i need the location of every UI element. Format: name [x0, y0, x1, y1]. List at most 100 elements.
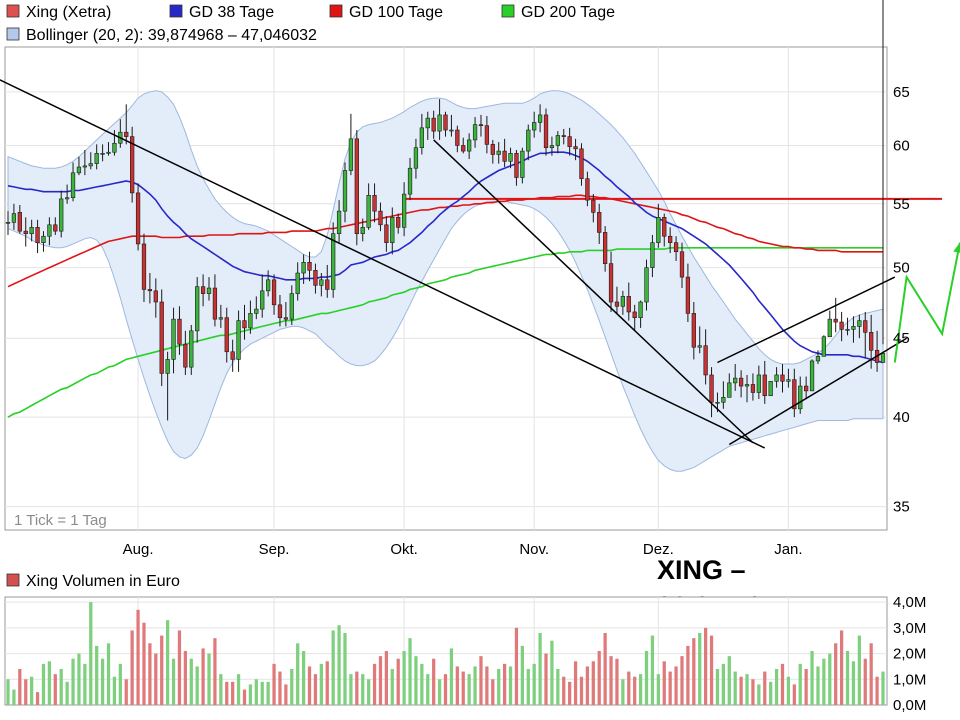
candle-body — [206, 287, 212, 294]
volume-bar — [319, 663, 323, 705]
bollinger-band-area — [7, 90, 884, 472]
candle-body — [869, 332, 874, 351]
candle-body — [112, 142, 117, 153]
trend-line — [728, 337, 908, 446]
volume-bar — [95, 645, 99, 705]
candle-body — [502, 150, 507, 162]
candle-body — [691, 313, 696, 348]
volume-bar — [603, 633, 607, 705]
candle-body — [106, 151, 111, 154]
volume-bar — [71, 658, 75, 705]
candle-body — [543, 114, 549, 149]
candle-body — [319, 279, 324, 286]
volume-bar — [231, 681, 235, 705]
candle-body — [236, 320, 241, 360]
volume-bar — [154, 653, 158, 705]
volume-bar — [53, 674, 57, 705]
candle-body — [774, 374, 779, 382]
volume-bar — [136, 609, 140, 705]
candle-body — [88, 163, 93, 167]
candle-body — [738, 377, 744, 387]
volume-bar — [591, 661, 595, 705]
candle-body — [372, 195, 377, 212]
candle-body — [165, 359, 170, 374]
gd38-line — [7, 151, 884, 364]
candle-body — [490, 144, 495, 155]
price-tick-label: 65 — [893, 84, 910, 101]
candle-body — [242, 320, 247, 329]
candle-body — [124, 131, 129, 137]
candle-body — [271, 279, 277, 306]
date-tick-label: Aug. — [123, 541, 154, 558]
volume-bar — [804, 669, 808, 705]
candle-body — [567, 136, 572, 147]
forecast-arrowhead — [953, 242, 960, 253]
volume-bar — [420, 663, 424, 705]
candle-body — [141, 243, 147, 290]
candle-body — [248, 313, 253, 329]
candle-body — [626, 296, 631, 313]
volume-bar — [248, 684, 253, 705]
volume-bar — [597, 651, 601, 705]
candle-body — [437, 114, 442, 132]
candle-body — [325, 279, 330, 290]
volume-bar — [508, 666, 513, 705]
volume-tick-label: 0,0M — [893, 697, 926, 714]
candle-body — [597, 212, 602, 233]
candle-body — [461, 145, 466, 152]
tick-note: 1 Tick = 1 Tag — [14, 512, 107, 529]
volume-tick-label: 3,0M — [893, 620, 926, 637]
candle-body — [331, 233, 336, 290]
candle-body — [401, 193, 407, 228]
candle-body — [668, 235, 673, 243]
volume-bar — [650, 635, 655, 705]
legend: Xing (Xetra) GD 38 Tage GD 100 Tage GD 2… — [6, 4, 615, 44]
candle-body — [561, 135, 566, 137]
candle-body — [532, 122, 537, 131]
volume-bars — [6, 602, 885, 705]
candle-body — [360, 227, 365, 234]
trend-line — [717, 276, 896, 364]
candle-body — [260, 290, 265, 310]
volume-bar — [301, 651, 306, 705]
candle-body — [537, 114, 543, 123]
candle-body — [750, 384, 756, 393]
volume-bar — [674, 666, 678, 705]
trend-line — [0, 79, 766, 449]
candle-body — [70, 172, 76, 199]
candle-body — [514, 153, 519, 178]
candle-body — [804, 385, 809, 392]
candle-body — [212, 287, 218, 320]
candle-body — [94, 153, 99, 164]
candle-body — [756, 374, 761, 393]
candle-body — [177, 318, 182, 345]
volume-bar — [609, 656, 613, 705]
volume-bar — [166, 620, 170, 705]
forecast-arrow — [893, 242, 960, 363]
volume-bar — [355, 671, 359, 705]
volume-bar — [839, 630, 844, 705]
volume-bar — [6, 679, 10, 705]
legend-label-gd100: GD 100 Tage — [349, 4, 443, 21]
volume-bar — [727, 656, 731, 705]
volume-bar — [426, 674, 430, 705]
volume-bar — [479, 656, 483, 705]
volume-bar — [437, 679, 442, 705]
volume-bar — [59, 669, 63, 705]
volume-bar — [307, 666, 312, 705]
candle-body — [579, 148, 584, 179]
candle-body — [792, 379, 797, 410]
candle-body — [685, 276, 691, 314]
volume-bar — [189, 658, 193, 705]
candle-body — [135, 192, 141, 245]
candle-body — [354, 138, 359, 234]
candle-body — [307, 262, 312, 271]
legend-label-price: Xing (Xetra) — [26, 4, 111, 21]
volume-bar — [538, 633, 542, 705]
volume-bar — [384, 651, 389, 705]
candle-body — [171, 318, 176, 360]
volume-bar — [851, 661, 856, 705]
volume-bar — [863, 658, 867, 705]
candle-body — [727, 382, 732, 398]
volume-bar — [550, 640, 554, 705]
